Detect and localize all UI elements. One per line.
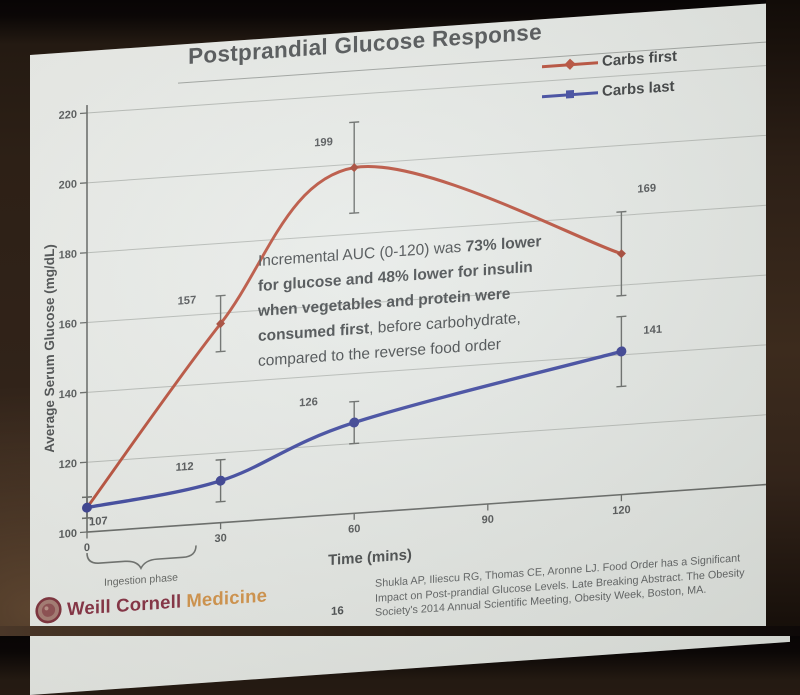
photo-of-projected-slide: { "slide": { "title": "Postprandial Gluc…	[0, 0, 800, 636]
y-tick-label: 180	[59, 248, 77, 261]
y-tick-label: 140	[59, 388, 77, 401]
point-label: 169	[637, 182, 656, 195]
x-tick-label: 0	[84, 542, 90, 554]
wall-right-edge	[766, 0, 800, 636]
x-tick-label: 90	[482, 514, 494, 527]
ingestion-phase-label: Ingestion phase	[104, 572, 178, 589]
point-label: 157	[178, 294, 197, 307]
carbs-first-line-icon	[542, 56, 598, 72]
point-label: 112	[176, 461, 194, 474]
y-tick-label: 160	[59, 318, 77, 331]
y-tick-label: 100	[59, 528, 77, 541]
marker-diamond	[617, 249, 626, 259]
x-axis-title: Time (mins)	[328, 546, 412, 569]
y-axis: 100 120 140 160 180 200 220	[59, 105, 87, 541]
y-axis-title: Average Serum Glucose (mg/dL)	[42, 244, 57, 454]
y-tick-label: 200	[59, 179, 77, 192]
y-tick-label: 220	[59, 109, 77, 122]
weill-cornell-seal-icon	[35, 596, 62, 625]
marker-circle	[349, 417, 359, 428]
carbs-last-line-icon	[542, 86, 598, 102]
wall-bottom-edge	[0, 626, 800, 636]
y-tick-label: 120	[59, 458, 77, 471]
x-tick-label: 120	[612, 504, 630, 517]
chart-legend: Carbs first Carbs last	[542, 48, 677, 104]
legend-marker-carbs-last	[566, 89, 574, 98]
page-number: 16	[331, 605, 344, 618]
ingestion-phase-brace	[87, 545, 196, 572]
x-tick-label: 30	[214, 532, 226, 545]
x-tick-label: 60	[348, 523, 360, 536]
point-label: 107	[89, 515, 108, 528]
marker-circle	[82, 502, 92, 513]
legend-marker-carbs-first	[564, 58, 575, 69]
point-label: 126	[299, 396, 318, 409]
x-axis: 0 30 60 90 120	[84, 484, 771, 554]
logo-text-medicine: Medicine	[186, 584, 267, 612]
point-label: 199	[314, 136, 333, 149]
marker-circle	[216, 475, 226, 486]
logo-text-weill-cornell: Weill Cornell	[67, 590, 181, 620]
point-label: 141	[643, 324, 662, 337]
